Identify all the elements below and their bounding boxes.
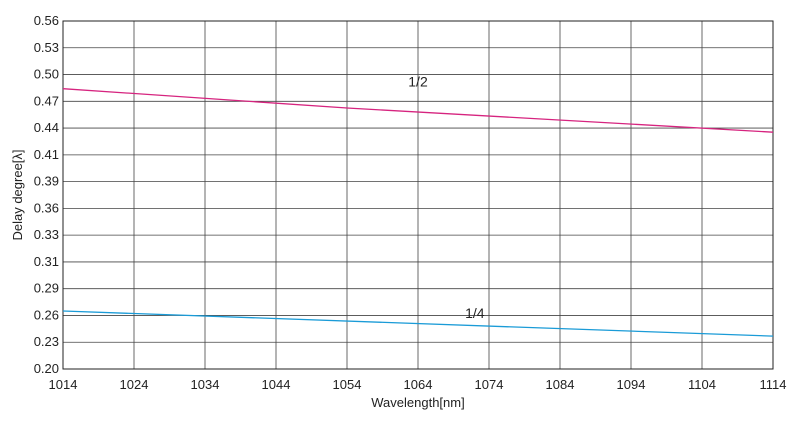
y-tick-label: 0.50 [34,67,59,82]
x-tick-label: 1014 [49,377,78,392]
x-tick-label: 1114 [760,377,787,392]
y-tick-label: 0.33 [34,227,59,242]
y-tick-label: 0.20 [34,361,59,376]
x-tick-label: 1094 [617,377,646,392]
x-tick-label: 1074 [475,377,504,392]
x-axis-title: Wavelength[nm] [371,395,464,410]
y-tick-label: 0.39 [34,174,59,189]
y-tick-label: 0.29 [34,281,59,296]
x-tick-label: 1044 [262,377,291,392]
y-axis-ticks: 0.20 0.23 0.26 0.29 0.31 0.33 0.36 0.39 0.41 0.44… [34,13,59,376]
series-label-1: 1/2 [408,74,428,90]
plot-area-frame [62,20,774,370]
y-tick-label: 0.26 [34,307,59,322]
series-line-2 [62,310,774,337]
y-tick-label: 0.53 [34,40,59,55]
x-tick-label: 1084 [546,377,575,392]
y-tick-label: 0.31 [34,254,59,269]
x-tick-label: 1054 [333,377,362,392]
y-tick-label: 0.56 [34,13,59,28]
series-group: 1/2 1/4 [62,74,774,337]
x-tick-label: 1104 [688,377,716,392]
x-axis-ticks: 1014 1024 1034 1044 1054 1064 1074 1084 1094 1104… [49,377,787,392]
y-tick-label: 0.47 [34,93,59,108]
y-tick-label: 0.44 [34,120,59,135]
x-tick-label: 1064 [404,377,433,392]
y-tick-label: 0.36 [34,200,59,215]
y-axis-title: Delay degree[λ] [10,149,25,240]
series-label-2: 1/4 [465,305,485,321]
x-tick-label: 1024 [120,377,149,392]
y-tick-label: 0.41 [34,147,59,162]
series-line-1 [62,88,774,133]
x-tick-label: 1034 [191,377,220,392]
y-tick-label: 0.23 [34,334,59,349]
